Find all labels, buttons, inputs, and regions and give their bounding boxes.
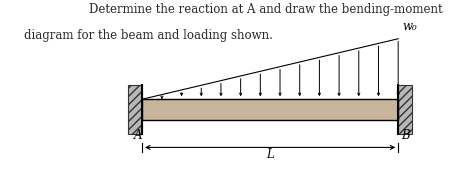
Text: A: A [134, 129, 142, 142]
Text: w₀: w₀ [402, 20, 417, 33]
Bar [128, 85, 142, 134]
Text: Determine the reaction at A and draw the bending-moment: Determine the reaction at A and draw the… [89, 3, 442, 16]
Text: L: L [266, 148, 274, 161]
Bar [398, 85, 412, 134]
Text: diagram for the beam and loading shown.: diagram for the beam and loading shown. [24, 29, 273, 42]
Bar [142, 99, 398, 120]
Text: B: B [401, 129, 410, 142]
